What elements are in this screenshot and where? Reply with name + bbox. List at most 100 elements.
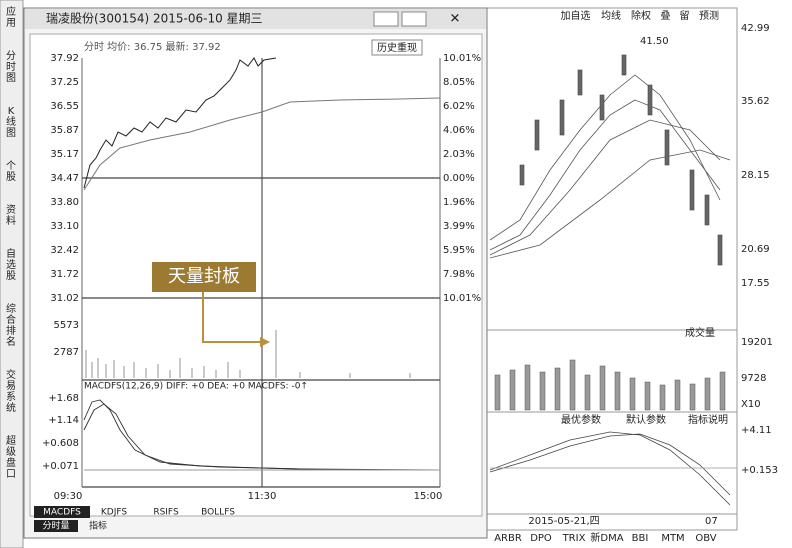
macd-lines <box>489 431 737 506</box>
percent-axis-label: 3.99% <box>443 221 475 232</box>
sidebar-item[interactable]: 股 <box>6 270 16 282</box>
indicator-button[interactable]: 最优参数 <box>561 413 601 426</box>
macd-axis-label: +0.153 <box>741 465 778 476</box>
percent-axis-label: 0.00% <box>443 173 475 184</box>
kline-lines <box>489 74 731 259</box>
sidebar-item[interactable]: 盘 <box>6 456 16 469</box>
sidebar-item[interactable]: 个 <box>6 160 16 172</box>
sidebar-item[interactable]: 超 <box>6 434 16 447</box>
sidebar-item[interactable]: 自 <box>6 247 16 260</box>
price-axis-label: 35.62 <box>741 96 770 107</box>
sidebar-item[interactable]: 时 <box>6 61 16 73</box>
price-axis-label: 31.02 <box>50 293 79 304</box>
percent-axis-label: 2.03% <box>443 149 475 160</box>
popup-titlebar <box>25 9 486 29</box>
indicator-tab[interactable]: KDJFS <box>101 508 128 518</box>
volume-dropdown[interactable]: 成交量 <box>685 326 715 339</box>
indicator-tab[interactable]: OBV <box>695 533 716 544</box>
indicator-tab[interactable]: DPO <box>530 533 552 544</box>
sidebar-item[interactable]: 易 <box>6 380 16 392</box>
indicator-tab[interactable]: MTM <box>661 533 684 544</box>
sidebar-item[interactable]: 图 <box>6 127 16 139</box>
sidebar-item[interactable]: 排 <box>6 324 16 337</box>
percent-axis-label: 8.05% <box>443 77 475 88</box>
percent-axis-label: 1.96% <box>443 197 475 208</box>
sidebar-item[interactable]: 名 <box>6 335 16 348</box>
chart-header: 分时 均价: 36.75 最新: 37.92 <box>84 40 221 53</box>
sidebar-item[interactable]: 料 <box>6 214 16 227</box>
percent-axis-label: 6.02% <box>443 101 475 112</box>
price-axis-label: 33.10 <box>50 221 79 232</box>
minimize-button[interactable] <box>373 11 399 27</box>
arrow-head <box>260 337 270 347</box>
price-axis-label: 31.72 <box>50 269 79 280</box>
sidebar-item[interactable]: 统 <box>6 401 16 414</box>
indicator-button[interactable]: 默认参数 <box>626 413 666 426</box>
annotation-box <box>152 262 256 292</box>
bottom-tab[interactable]: 分时量 <box>42 520 69 532</box>
price-axis-label: 33.80 <box>50 197 79 208</box>
sidebar-item[interactable]: 资 <box>6 204 16 216</box>
indicator-tab[interactable]: BBI <box>632 533 649 544</box>
indicator-tab[interactable]: RSIFS <box>153 508 179 518</box>
toolbar-button[interactable]: 叠 <box>661 10 671 22</box>
sidebar-item[interactable]: 综 <box>6 302 16 315</box>
sidebar-item[interactable]: 应 <box>6 5 16 18</box>
tab-active[interactable] <box>34 506 90 518</box>
average-line <box>83 97 441 191</box>
candles <box>519 54 723 266</box>
volume-axis-label: 9728 <box>741 373 766 384</box>
price-axis-label: 42.99 <box>741 23 770 34</box>
sidebar-item[interactable]: 交 <box>6 368 16 381</box>
sidebar-item[interactable]: 口 <box>6 469 16 480</box>
sidebar <box>0 0 24 548</box>
kline-area <box>486 7 738 531</box>
percent-axis-label: 4.06% <box>443 125 475 136</box>
sidebar-item[interactable]: 选 <box>6 258 16 271</box>
sidebar-item[interactable]: K <box>8 106 15 117</box>
toolbar-button[interactable]: 均线 <box>601 9 621 22</box>
sidebar-item[interactable]: 图 <box>6 72 16 84</box>
sidebar-item[interactable]: 用 <box>6 18 16 29</box>
toolbar-button[interactable]: 除权 <box>631 9 651 22</box>
annotation: 天量封板 <box>168 266 240 287</box>
indicator-tab[interactable]: TRIX <box>562 533 586 544</box>
toolbar-button[interactable]: 预测 <box>699 9 719 22</box>
price-axis-label: 35.17 <box>50 149 79 160</box>
indicator-button[interactable]: 指标说明 <box>688 413 728 426</box>
indicator-tab[interactable]: BOLLFS <box>201 508 235 518</box>
indicator-tab[interactable]: MACDFS <box>43 508 81 518</box>
close-button[interactable]: ✕ <box>450 12 461 27</box>
x-label: 07 <box>705 516 718 527</box>
sidebar-item[interactable]: 合 <box>6 313 16 326</box>
replay-button-frame[interactable] <box>371 39 423 56</box>
sidebar-item[interactable]: 系 <box>6 391 16 403</box>
peak-label: 41.50 <box>640 36 669 47</box>
sidebar-item[interactable]: 级 <box>6 446 16 458</box>
macd-axis-label: +0.608 <box>42 438 79 449</box>
replay-button[interactable]: 历史重现 <box>377 41 417 54</box>
time-axis-label: 11:30 <box>248 491 277 502</box>
macd-axis-label: +1.68 <box>48 393 79 404</box>
sidebar-item[interactable]: 分 <box>6 50 16 62</box>
volume-bars <box>85 330 411 378</box>
window-title: 瑞凌股份(300154) 2015-06-10 星期三 <box>46 12 263 26</box>
macd-lines <box>83 399 441 471</box>
indicator-tab[interactable]: 新DMA <box>590 531 623 544</box>
volume-bars <box>494 359 726 411</box>
toolbar-button[interactable]: 加自选 <box>561 9 591 22</box>
sidebar-item[interactable]: 股 <box>6 171 16 183</box>
indicator-tab[interactable]: ARBR <box>494 533 522 544</box>
maximize-button[interactable] <box>401 11 427 27</box>
toolbar-button[interactable]: 留 <box>680 9 690 22</box>
percent-axis-label: 10.01% <box>443 293 481 304</box>
tab-active[interactable] <box>34 520 78 532</box>
macd-axis-label: +4.11 <box>741 425 772 436</box>
price-axis-label: 17.55 <box>741 278 770 289</box>
time-axis-label: 15:00 <box>414 491 443 502</box>
sidebar-item[interactable]: 线 <box>6 115 16 128</box>
bottom-tab[interactable]: 指标 <box>89 520 107 532</box>
macd-header: MACDFS(12,26,9) DIFF: +0 DEA: +0 MACDFS:… <box>84 382 308 392</box>
percent-axis-label: 7.98% <box>443 269 475 280</box>
